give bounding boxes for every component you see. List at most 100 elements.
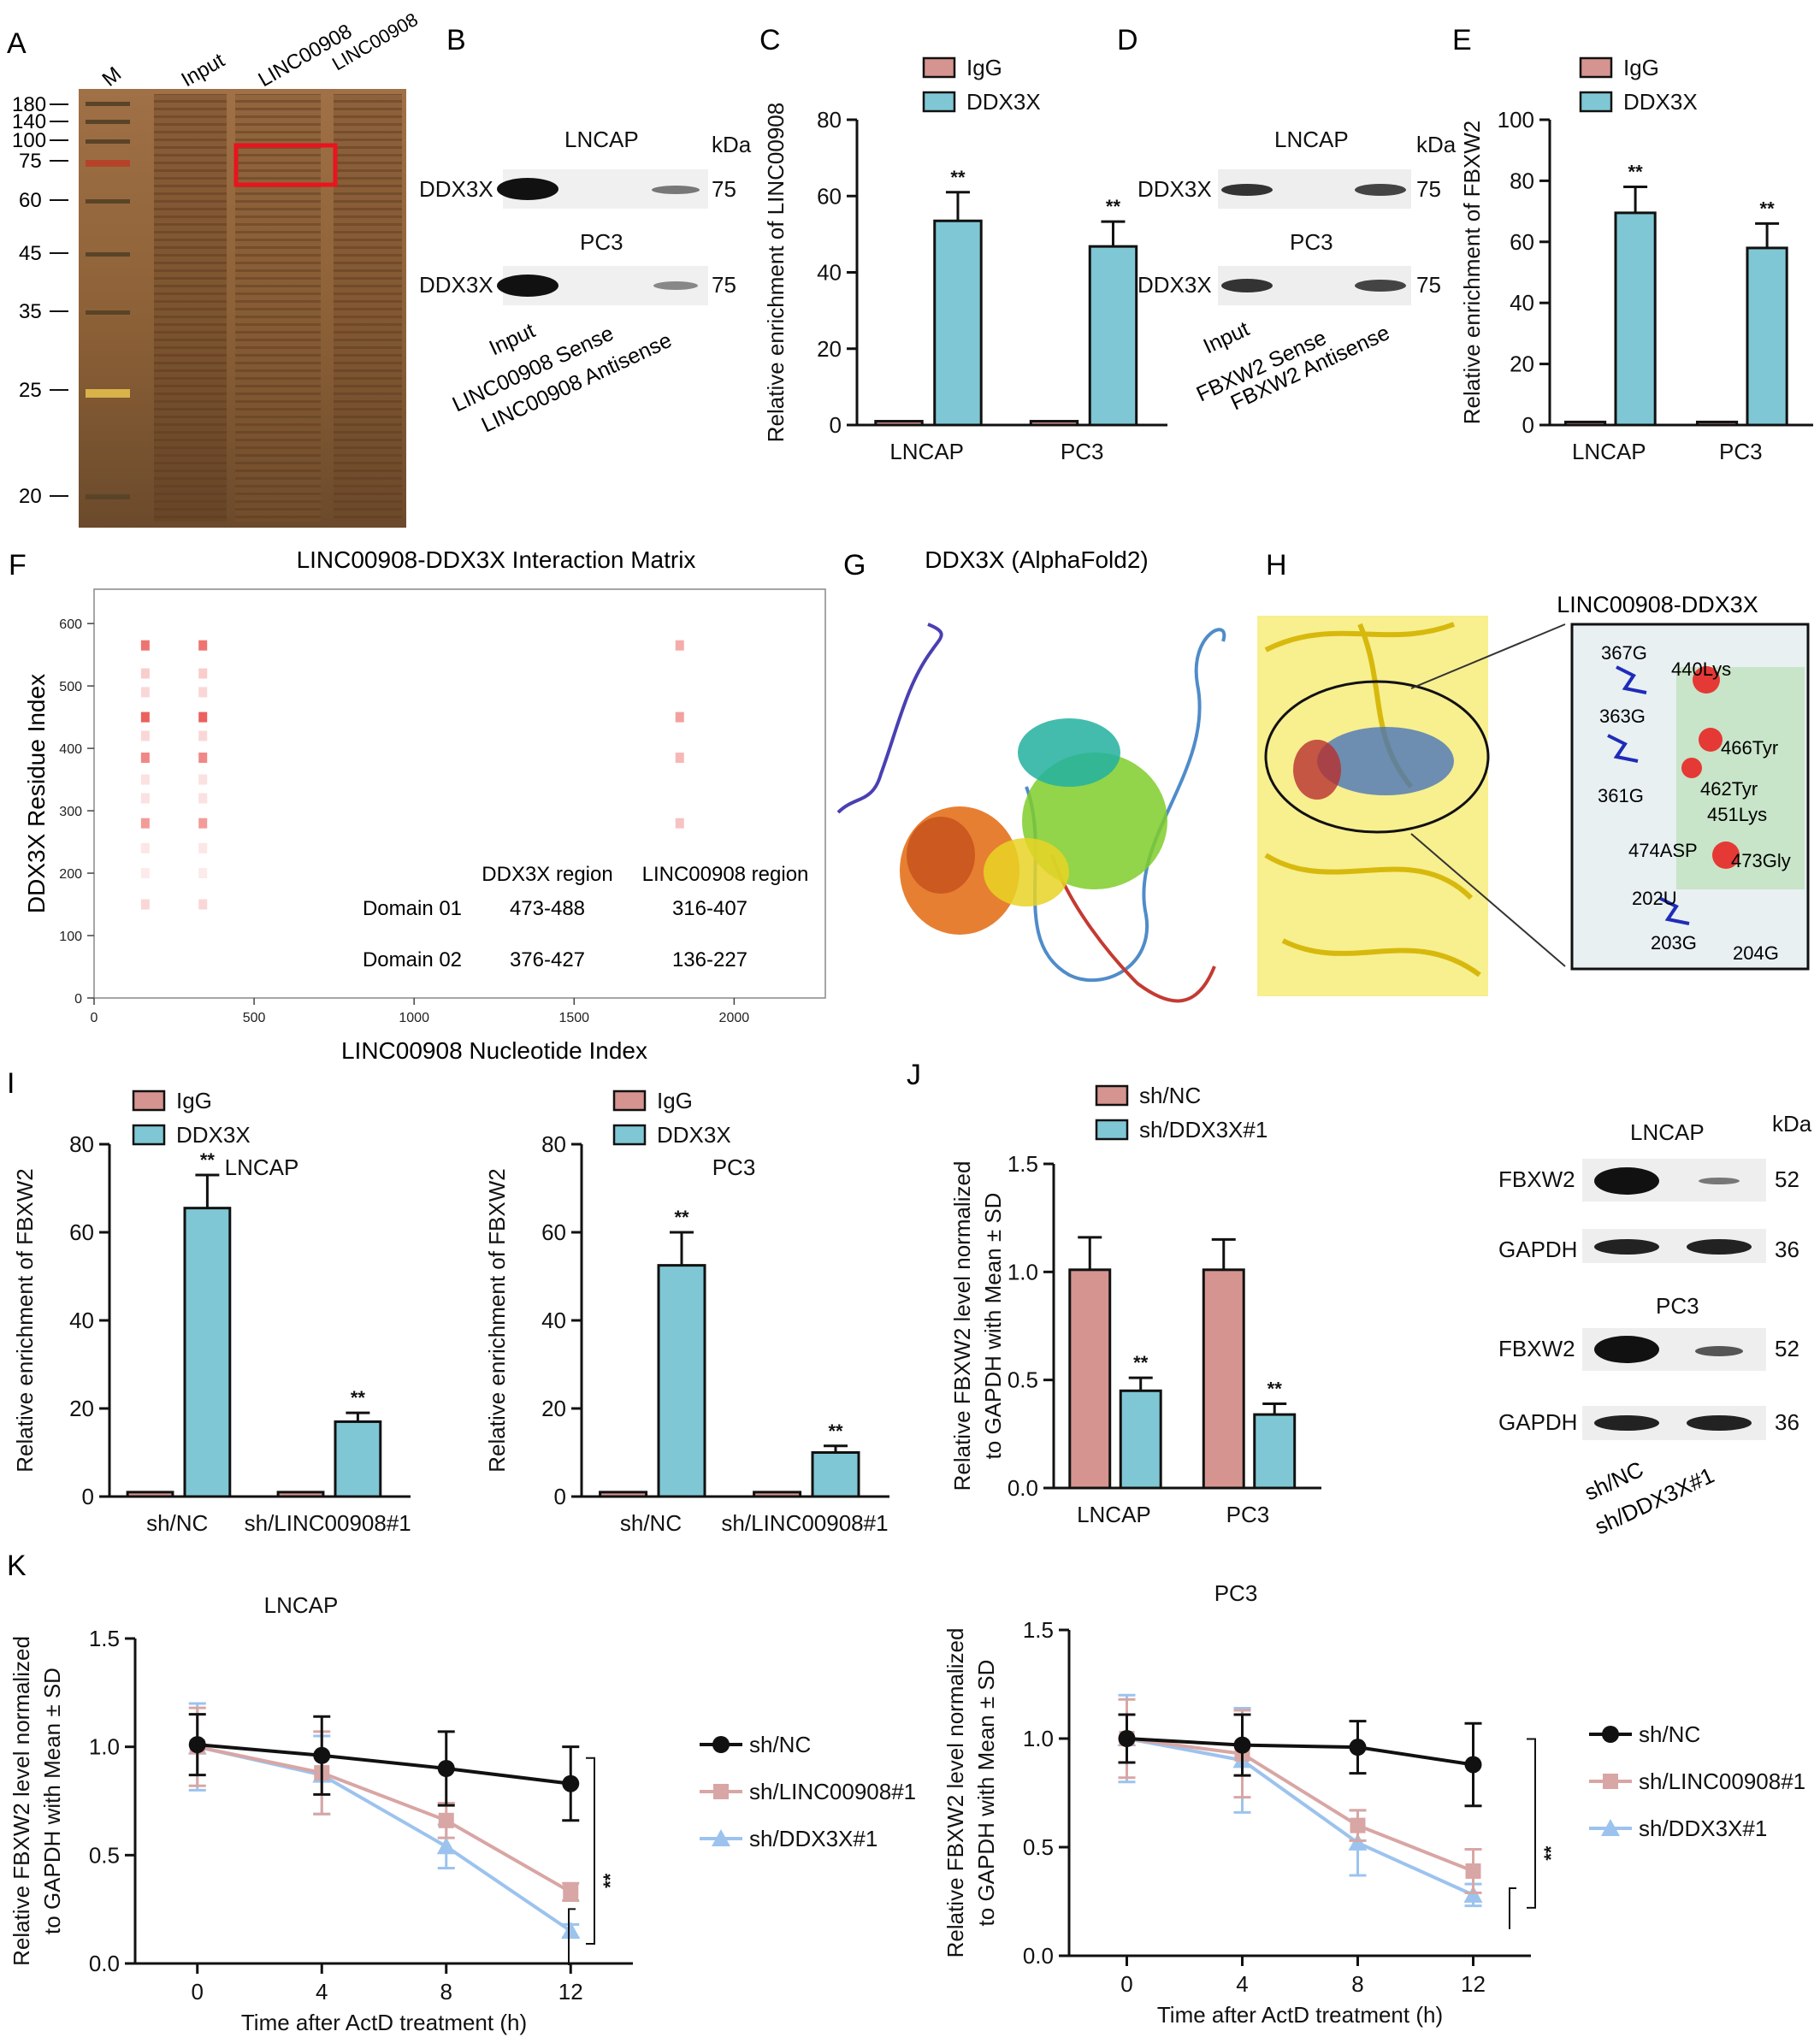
- legend-label: IgG: [176, 1088, 212, 1113]
- chart-c: 0 20 40 60 80 Relative enrichment of LINC0090…: [763, 55, 1167, 464]
- legend-label: IgG: [1623, 55, 1659, 80]
- matrix-cell: [140, 712, 150, 723]
- marker-75: 75: [19, 150, 42, 173]
- significance-label: **: [1540, 1845, 1562, 1861]
- significance-label: **: [1268, 1378, 1283, 1399]
- blot-j-kda: kDa: [1772, 1111, 1812, 1137]
- legend-marker: [712, 1829, 730, 1846]
- data-point: [1118, 1730, 1136, 1747]
- y-tick-label: 0: [554, 1484, 566, 1509]
- blot-d-cell1: LNCAP: [1274, 127, 1349, 152]
- complex-protein-red: [1293, 740, 1341, 800]
- y-tick-label: 0.5: [89, 1842, 120, 1868]
- panel-letter-j: J: [907, 1059, 921, 1091]
- matrix-cell: [198, 730, 208, 741]
- y-axis-label-line1: Relative FBXW2 level normalized: [9, 1636, 34, 1966]
- blot-j-label4: GAPDH: [1498, 1409, 1577, 1435]
- y-tick-label: 1.5: [1023, 1617, 1054, 1643]
- legend-swatch: [1095, 1084, 1129, 1107]
- marker-180: 180: [12, 93, 46, 116]
- x-tick-label: 0: [192, 1979, 204, 2005]
- matrix-cell: [140, 668, 150, 679]
- table-domain-1: Domain 01: [363, 897, 462, 920]
- y-axis-label-line2: to GAPDH with Mean ± SD: [980, 1193, 1006, 1460]
- category-label: LNCAP: [889, 439, 964, 464]
- legend-label: sh/DDX3X#1: [1639, 1816, 1767, 1841]
- legend-label: sh/NC: [1639, 1721, 1700, 1747]
- matrix-ylabel: DDX3X Residue Index: [23, 674, 50, 913]
- zoom-residues: 367G 440Lys 363G 466Tyr 361G 462Tyr 451L…: [1598, 642, 1791, 964]
- legend-label: DDX3X: [1623, 89, 1698, 115]
- panel-a-gel: M Input LINC00908 LINC00908 180 140 100 …: [12, 9, 422, 528]
- y-tick-label: 40: [1510, 290, 1534, 316]
- chart-title: LNCAP: [225, 1154, 299, 1180]
- bar-IgG: [1563, 420, 1607, 427]
- significance-label: **: [351, 1387, 366, 1408]
- bar-IgG: [1029, 420, 1079, 427]
- legend-swatch: [1579, 91, 1613, 113]
- legend-swatch: [1095, 1119, 1129, 1141]
- y-tick-label: 20: [817, 336, 842, 362]
- panel-letter-a: A: [7, 27, 27, 60]
- residue-473gly: 473Gly: [1731, 850, 1791, 871]
- bar-DDX3X: [183, 1207, 232, 1498]
- series-line-sh/LINC00908#1: [197, 1745, 572, 1894]
- significance-label: **: [1106, 196, 1121, 217]
- panel-d-blot: LNCAP kDa DDX3X 75 PC3 DDX3X 75 Input FB…: [1138, 127, 1457, 415]
- residue-361g: 361G: [1598, 785, 1644, 806]
- category-label: PC3: [1226, 1502, 1270, 1527]
- significance-label: **: [828, 1420, 843, 1442]
- y-tick-label: 60: [69, 1219, 94, 1245]
- x-axis-label: Time after ActD treatment (h): [1157, 2002, 1443, 2028]
- matrix-cell: [140, 818, 150, 829]
- matrix-cell: [140, 774, 150, 785]
- significance-bracket: [586, 1757, 595, 1945]
- bar-DDX3X: [811, 1451, 860, 1498]
- chart-j: 0.0 0.5 1.0 1.5 Relative FBXW2 level normali…: [949, 1083, 1321, 1527]
- data-point: [313, 1746, 331, 1764]
- y-axis-label-line2: to GAPDH with Mean ± SD: [39, 1668, 65, 1934]
- legend-label: sh/NC: [749, 1732, 811, 1757]
- panel-letter-c: C: [759, 24, 781, 56]
- y-tick-label: 100: [59, 930, 82, 944]
- legend-label: sh/NC: [1139, 1083, 1201, 1108]
- lane-label-m: M: [98, 62, 127, 92]
- matrix-cell: [198, 712, 208, 723]
- blot-j-band-1a: [1594, 1167, 1659, 1195]
- matrix-cell: [198, 868, 208, 879]
- data-point: [438, 1812, 454, 1828]
- residue-462tyr: 462Tyr: [1700, 778, 1758, 800]
- x-tick-label: 0: [1120, 1971, 1132, 1997]
- blot-j-size2: 36: [1775, 1237, 1799, 1262]
- bar-DDX3X: [657, 1264, 706, 1498]
- bar-IgG: [1695, 420, 1739, 427]
- x-tick-label: 2000: [719, 1011, 750, 1025]
- legend-marker: [1603, 1774, 1618, 1789]
- significance-label: **: [674, 1207, 689, 1228]
- marker-140: 140: [12, 110, 46, 133]
- bar-DDX3X: [334, 1420, 382, 1498]
- data-point: [561, 1922, 581, 1939]
- y-tick-label: 40: [69, 1308, 94, 1333]
- blot-j-size1: 52: [1775, 1166, 1799, 1192]
- residue-466tyr: 466Tyr: [1721, 737, 1778, 759]
- significance-label: **: [1628, 162, 1644, 183]
- y-tick-label: 60: [541, 1219, 566, 1245]
- y-tick-label: 0: [82, 1484, 94, 1509]
- blot-b-band-antisense1: [652, 186, 700, 194]
- legend-swatch: [612, 1089, 647, 1112]
- structure-loop-blue: [1025, 628, 1226, 983]
- zoom-title: LINC00908-DDX3X: [1557, 592, 1758, 617]
- legend-swatch: [132, 1124, 166, 1146]
- bar-IgG: [753, 1491, 802, 1498]
- legend-label: IgG: [966, 55, 1002, 80]
- category-label: PC3: [1719, 439, 1763, 464]
- y-tick-label: 80: [1510, 168, 1534, 193]
- significance-label: **: [1133, 1352, 1149, 1373]
- panel-letter-f: F: [9, 549, 27, 582]
- matrix-cell: [675, 640, 684, 651]
- matrix-cell: [140, 899, 150, 910]
- legend-label: sh/LINC00908#1: [1639, 1768, 1805, 1794]
- significance-bracket: [1527, 1738, 1536, 1909]
